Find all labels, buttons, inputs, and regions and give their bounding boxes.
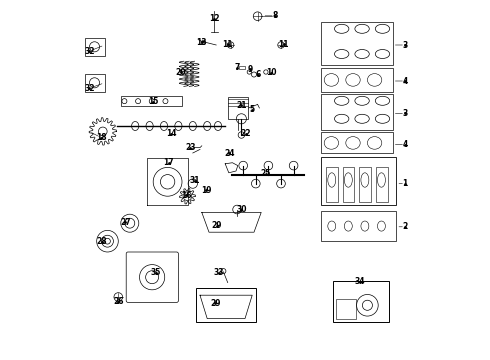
Text: 17: 17 (163, 158, 174, 167)
Text: 31: 31 (189, 176, 200, 185)
Text: 32: 32 (84, 84, 95, 93)
Text: 15: 15 (148, 97, 158, 106)
Text: 12: 12 (209, 14, 220, 23)
Text: 29: 29 (212, 221, 222, 230)
Text: 34: 34 (355, 277, 366, 286)
Text: 14: 14 (166, 130, 176, 139)
Text: 23: 23 (185, 143, 196, 152)
Text: 13: 13 (196, 38, 207, 47)
Text: 8: 8 (272, 12, 277, 21)
Bar (196, 288, 256, 322)
Text: 6: 6 (255, 70, 261, 79)
Bar (121, 96, 182, 106)
Bar (320, 211, 396, 241)
Text: 4: 4 (403, 140, 408, 149)
Text: 20: 20 (176, 68, 186, 77)
Text: 29: 29 (210, 299, 221, 307)
Text: 26: 26 (113, 297, 123, 306)
Text: 1: 1 (403, 179, 408, 188)
Bar (336, 299, 356, 319)
Bar (85, 38, 104, 56)
Bar (359, 167, 371, 202)
Text: 16: 16 (181, 191, 191, 199)
Bar (228, 97, 248, 119)
Text: 5: 5 (249, 105, 255, 114)
Text: 28: 28 (97, 238, 107, 247)
Bar (239, 66, 245, 69)
Bar (320, 22, 392, 65)
Text: 7: 7 (234, 63, 240, 72)
Text: 27: 27 (120, 218, 131, 227)
Bar (320, 132, 392, 153)
Text: 11: 11 (279, 40, 289, 49)
Text: 25: 25 (261, 169, 271, 178)
Text: 18: 18 (96, 133, 106, 142)
Text: 22: 22 (241, 130, 251, 139)
Text: 11: 11 (222, 40, 233, 49)
Text: 19: 19 (201, 186, 211, 195)
Text: 24: 24 (224, 149, 234, 158)
Text: 3: 3 (403, 41, 408, 50)
Bar (376, 167, 388, 202)
Bar (326, 167, 338, 202)
Bar (333, 281, 389, 322)
Text: 3: 3 (403, 109, 408, 118)
Text: 21: 21 (236, 101, 246, 110)
Bar (85, 74, 104, 92)
Text: 35: 35 (150, 269, 161, 277)
Text: 32: 32 (84, 47, 95, 56)
Text: 33: 33 (214, 268, 224, 277)
Bar (343, 167, 354, 202)
Bar (320, 68, 392, 92)
Text: 4: 4 (403, 77, 408, 86)
Bar (320, 94, 392, 130)
Text: 30: 30 (236, 205, 246, 214)
Text: 2: 2 (403, 222, 408, 231)
Text: 10: 10 (266, 68, 276, 77)
Text: 9: 9 (247, 65, 253, 74)
Bar (320, 157, 396, 205)
